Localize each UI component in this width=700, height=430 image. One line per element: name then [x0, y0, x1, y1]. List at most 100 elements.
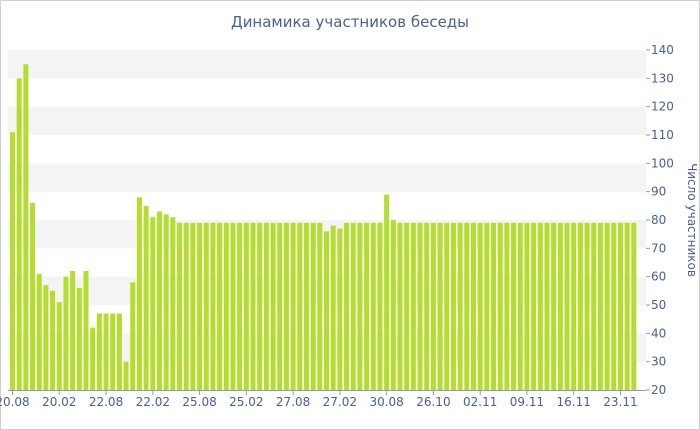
bar — [36, 273, 42, 390]
bar — [136, 197, 142, 390]
bar — [370, 222, 376, 390]
bar — [617, 222, 623, 390]
x-tick-label: 22.02 — [136, 395, 170, 409]
bar — [217, 222, 223, 390]
bar — [611, 222, 617, 390]
y-tick-label: 140 — [651, 43, 674, 57]
bar — [584, 222, 590, 390]
bar — [344, 222, 350, 390]
x-tick-label: 26.10 — [416, 395, 450, 409]
bar — [63, 276, 69, 390]
bar — [377, 222, 383, 390]
bar — [210, 222, 216, 390]
bar — [410, 222, 416, 390]
bar — [116, 313, 122, 390]
x-tick-label: 27.08 — [276, 395, 310, 409]
bar — [277, 222, 283, 390]
bar — [163, 214, 169, 390]
bar — [324, 231, 330, 390]
x-tick-label: 30.08 — [369, 395, 403, 409]
bar — [103, 313, 109, 390]
bar — [257, 222, 263, 390]
bar — [150, 217, 156, 390]
bar — [83, 271, 89, 390]
y-tick-label: 30 — [651, 355, 666, 369]
bar — [484, 222, 490, 390]
bar — [390, 220, 396, 390]
bar — [30, 203, 36, 390]
y-tick-label: 80 — [651, 213, 666, 227]
y-tick-label: 90 — [651, 185, 666, 199]
bar — [577, 222, 583, 390]
bar — [197, 222, 203, 390]
bar — [524, 222, 530, 390]
bar — [130, 282, 136, 390]
chart-title: Динамика участников беседы — [230, 13, 470, 31]
bar — [283, 222, 289, 390]
grid-band — [8, 106, 646, 135]
bar — [444, 222, 450, 390]
bar — [437, 222, 443, 390]
bar — [591, 222, 597, 390]
bar — [16, 78, 22, 390]
bar — [50, 290, 56, 390]
bar — [404, 222, 410, 390]
bar — [470, 222, 476, 390]
x-tick-label: 25.02 — [229, 395, 263, 409]
bar — [491, 222, 497, 390]
bar — [384, 194, 390, 390]
bar — [544, 222, 550, 390]
bar — [564, 222, 570, 390]
x-tick-label: 20.08 — [0, 395, 30, 409]
bar — [430, 222, 436, 390]
bar — [631, 222, 637, 390]
bar — [497, 222, 503, 390]
bar — [357, 222, 363, 390]
bar — [457, 222, 463, 390]
y-axis-title: Число участников — [685, 163, 699, 277]
bar — [203, 222, 209, 390]
y-tick-label: 50 — [651, 298, 666, 312]
bar — [537, 222, 543, 390]
x-tick-label: 25.08 — [182, 395, 216, 409]
bar — [263, 222, 269, 390]
bar — [511, 222, 517, 390]
bar — [504, 222, 510, 390]
bar — [397, 222, 403, 390]
bar — [604, 222, 610, 390]
grid-band — [8, 50, 646, 79]
y-tick-label: 100 — [651, 156, 674, 170]
bar — [303, 222, 309, 390]
y-tick-label: 70 — [651, 241, 666, 255]
bar — [56, 302, 62, 390]
x-tick-label: 20.02 — [42, 395, 76, 409]
y-tick-label: 110 — [651, 128, 674, 142]
bar — [337, 228, 343, 390]
bar — [190, 222, 196, 390]
bar — [364, 222, 370, 390]
x-tick-label: 23.11 — [603, 395, 637, 409]
bar — [557, 222, 563, 390]
bar — [517, 222, 523, 390]
bar — [223, 222, 229, 390]
bar — [531, 222, 537, 390]
bar — [243, 222, 249, 390]
x-tick-label: 22.08 — [89, 395, 123, 409]
x-tick-label: 09.11 — [510, 395, 544, 409]
bar — [597, 222, 603, 390]
bar — [10, 132, 16, 390]
y-axis-ticks: 20 30 40 50 60 70 80 90 100 110 120 130 140 — [646, 43, 674, 397]
bar — [424, 222, 430, 390]
y-tick-label: 130 — [651, 71, 674, 85]
bar — [110, 313, 116, 390]
bar — [96, 313, 102, 390]
bar — [551, 222, 557, 390]
bar — [310, 222, 316, 390]
bar — [417, 222, 423, 390]
bar — [230, 222, 236, 390]
bar — [571, 222, 577, 390]
bar — [23, 64, 29, 391]
bar — [250, 222, 256, 390]
bar — [237, 222, 243, 390]
